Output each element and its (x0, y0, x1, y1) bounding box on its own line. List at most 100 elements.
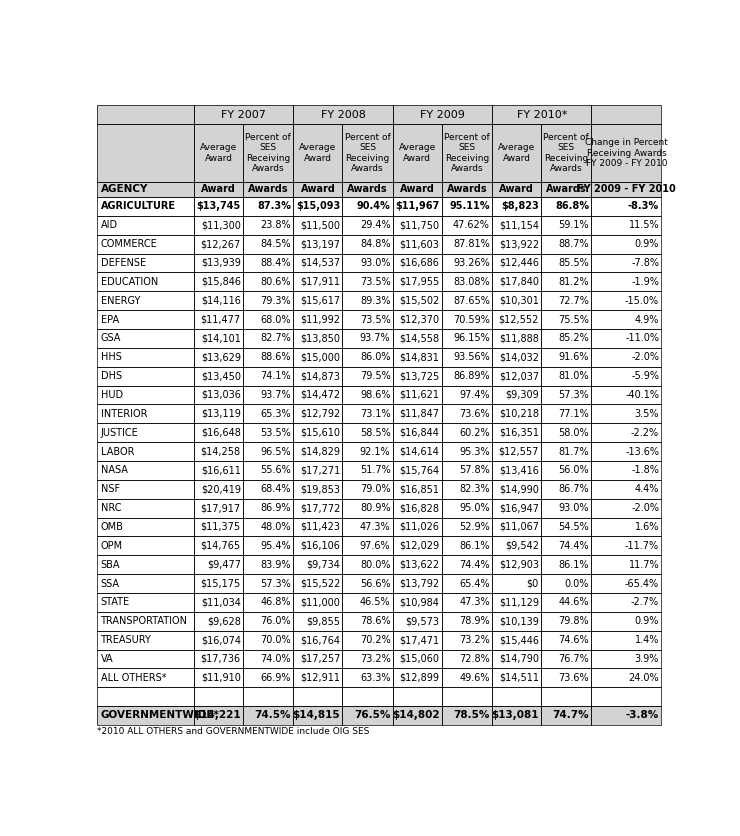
Bar (343, 348, 393, 367)
Text: -65.4%: -65.4% (625, 579, 659, 589)
Text: $13,081: $13,081 (491, 711, 539, 721)
Bar (591, 517, 662, 537)
Text: 57.8%: 57.8% (459, 466, 490, 476)
Text: ALL OTHERS*: ALL OTHERS* (101, 673, 166, 683)
Bar (393, 235, 442, 253)
Text: 96.5%: 96.5% (260, 446, 291, 456)
Bar (194, 442, 243, 461)
Bar (194, 181, 243, 197)
Bar (194, 197, 243, 216)
Bar (97, 273, 194, 291)
Bar (97, 367, 194, 385)
Text: 74.7%: 74.7% (553, 711, 589, 721)
Bar (97, 593, 194, 612)
Bar (393, 517, 442, 537)
Bar (492, 555, 541, 574)
Text: $13,450: $13,450 (201, 371, 240, 381)
Bar (541, 181, 591, 197)
Bar (293, 125, 343, 181)
Bar (442, 291, 492, 310)
Bar (541, 517, 591, 537)
Text: $17,257: $17,257 (300, 654, 340, 664)
Text: $14,990: $14,990 (499, 484, 539, 494)
Text: $12,037: $12,037 (499, 371, 539, 381)
Bar (293, 687, 343, 706)
Bar (492, 650, 541, 668)
Bar (591, 405, 662, 423)
Bar (492, 385, 541, 405)
Bar (194, 235, 243, 253)
Text: $15,522: $15,522 (300, 579, 340, 589)
Bar (343, 291, 393, 310)
Bar (442, 706, 492, 725)
Text: FY 2009 - FY 2010: FY 2009 - FY 2010 (577, 184, 676, 194)
Bar (293, 385, 343, 405)
Text: 60.2%: 60.2% (460, 428, 490, 438)
Bar (243, 125, 293, 181)
Text: SBA: SBA (101, 559, 120, 569)
Text: 76.0%: 76.0% (260, 616, 291, 626)
Bar (293, 253, 343, 273)
Bar (194, 235, 243, 253)
Bar (194, 253, 243, 273)
Bar (293, 517, 343, 537)
Text: 23.8%: 23.8% (260, 220, 291, 230)
Bar (293, 650, 343, 668)
Text: 58.5%: 58.5% (360, 428, 391, 438)
Text: $17,772: $17,772 (300, 503, 340, 513)
Bar (492, 480, 541, 498)
Bar (243, 329, 293, 348)
Bar (343, 348, 393, 367)
Text: Average
Award: Average Award (498, 143, 535, 163)
Bar (442, 291, 492, 310)
Text: 73.6%: 73.6% (460, 409, 490, 419)
Text: $13,119: $13,119 (201, 409, 240, 419)
Text: 76.5%: 76.5% (354, 711, 391, 721)
Bar (243, 555, 293, 574)
Bar (442, 574, 492, 593)
Text: $14,472: $14,472 (300, 390, 340, 400)
Bar (194, 706, 243, 725)
Bar (442, 480, 492, 498)
Bar (194, 104, 293, 125)
Text: -11.0%: -11.0% (625, 334, 659, 344)
Bar (97, 310, 194, 329)
Bar (343, 480, 393, 498)
Text: 95.3%: 95.3% (460, 446, 490, 456)
Text: GOVERNMENTWIDE*: GOVERNMENTWIDE* (101, 711, 219, 721)
Bar (194, 612, 243, 630)
Bar (194, 706, 243, 725)
Text: $15,610: $15,610 (300, 428, 340, 438)
Text: $13,416: $13,416 (499, 466, 539, 476)
Text: 65.3%: 65.3% (260, 409, 291, 419)
Bar (442, 125, 492, 181)
Text: $11,967: $11,967 (395, 201, 440, 212)
Bar (591, 235, 662, 253)
Bar (591, 537, 662, 555)
Bar (591, 574, 662, 593)
Bar (591, 348, 662, 367)
Bar (591, 181, 662, 197)
Bar (293, 235, 343, 253)
Text: $20,419: $20,419 (201, 484, 240, 494)
Text: DEFENSE: DEFENSE (101, 258, 146, 268)
Bar (293, 461, 343, 480)
Text: 4.4%: 4.4% (635, 484, 659, 494)
Bar (492, 612, 541, 630)
Bar (343, 687, 393, 706)
Bar (194, 480, 243, 498)
Bar (194, 367, 243, 385)
Text: 73.5%: 73.5% (360, 277, 391, 287)
Bar (442, 498, 492, 517)
Text: $12,792: $12,792 (300, 409, 340, 419)
Text: COMMERCE: COMMERCE (101, 239, 158, 249)
Bar (194, 423, 243, 442)
Bar (194, 253, 243, 273)
Bar (393, 405, 442, 423)
Text: $14,815: $14,815 (292, 711, 340, 721)
Bar (243, 253, 293, 273)
Text: 75.5%: 75.5% (558, 314, 589, 324)
Bar (293, 235, 343, 253)
Text: 0.0%: 0.0% (565, 579, 589, 589)
Bar (194, 423, 243, 442)
